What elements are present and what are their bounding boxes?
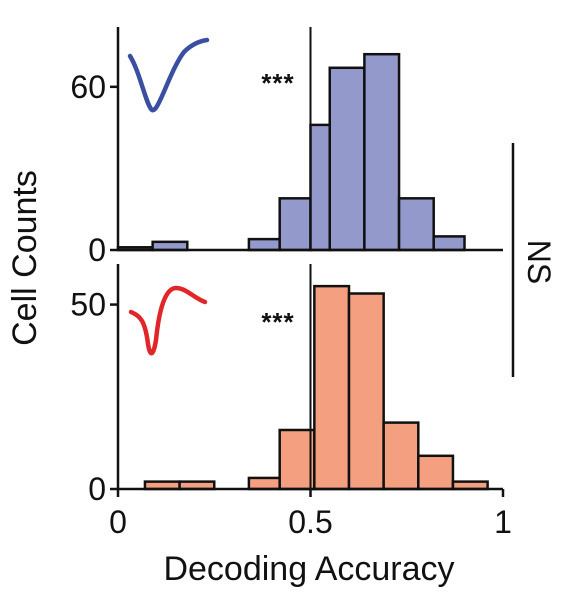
top-waveform-icon [127,37,210,113]
top-y-tick-label-1: 60 [70,69,106,105]
top-bar-2 [247,237,281,252]
top-bar-7 [397,197,435,252]
bottom-histogram-panel: 0 50 *** [70,264,503,507]
top-bar-5 [328,66,366,252]
bottom-y-tick-label-0: 0 [88,471,106,507]
x-tick-label-0: 0 [109,504,127,540]
top-y-ticks: 0 60 [70,69,118,268]
bottom-bar-2 [247,476,281,491]
bottom-bar-7 [417,454,455,491]
bottom-significance-stars: *** [261,307,294,337]
x-tick-label-2: 1 [494,504,512,540]
top-histogram-panel: 0 60 *** [70,27,503,268]
y-axis-label: Cell Counts [6,170,44,346]
x-tick-label-1: 0.5 [288,504,332,540]
bottom-bars [143,284,489,491]
bottom-waveform-icon [128,285,208,356]
bottom-bar-5 [347,292,385,491]
bottom-y-tick-label-1: 50 [70,287,106,323]
bottom-bar-3 [278,428,316,491]
bottom-bar-4 [313,284,351,491]
x-ticks: 0 0.5 1 [109,489,512,540]
top-y-tick-label-0: 0 [88,232,106,268]
top-bar-8 [432,235,466,252]
bottom-bar-6 [382,421,420,491]
comparison-label: NS [521,240,557,284]
top-bar-3 [278,197,312,252]
top-significance-stars: *** [261,68,294,98]
x-axis-label: Decoding Accuracy [163,550,454,588]
top-bar-4 [309,123,331,252]
top-bar-6 [363,52,401,252]
bottom-y-ticks: 0 50 [70,287,118,507]
